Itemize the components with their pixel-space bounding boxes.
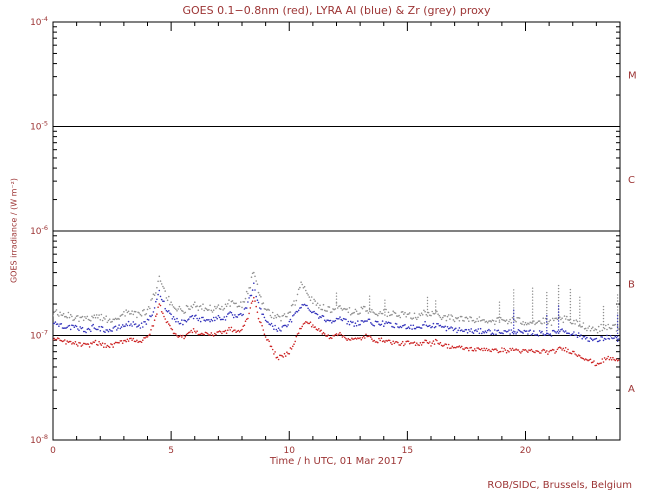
- series-dots: [53, 271, 620, 367]
- flare-class-label: A: [628, 384, 635, 395]
- chart-title: GOES 0.1−0.8nm (red), LYRA Al (blue) & Z…: [182, 4, 491, 17]
- y-tick-label: 10-4: [30, 15, 48, 28]
- x-tick-label: 15: [402, 446, 413, 456]
- y-tick-label: 10-8: [30, 433, 48, 446]
- y-tick-label: 10-7: [30, 329, 48, 342]
- flare-class-label: B: [628, 279, 635, 290]
- x-axis-label: Time / h UTC, 01 Mar 2017: [269, 456, 404, 467]
- x-tick-label: 5: [168, 446, 174, 456]
- x-tick-label: 10: [284, 446, 296, 456]
- flare-class-label: M: [628, 70, 637, 81]
- y-tick-label: 10-6: [30, 224, 48, 237]
- footer-credit: ROB/SIDC, Brussels, Belgium: [487, 480, 632, 491]
- y-axis-label: GOES irradiance / (W m⁻²): [9, 177, 19, 284]
- x-tick-label: 0: [50, 446, 56, 456]
- flare-class-label: C: [628, 175, 635, 186]
- y-tick-label: 10-5: [30, 120, 48, 133]
- x-tick-label: 20: [520, 446, 532, 456]
